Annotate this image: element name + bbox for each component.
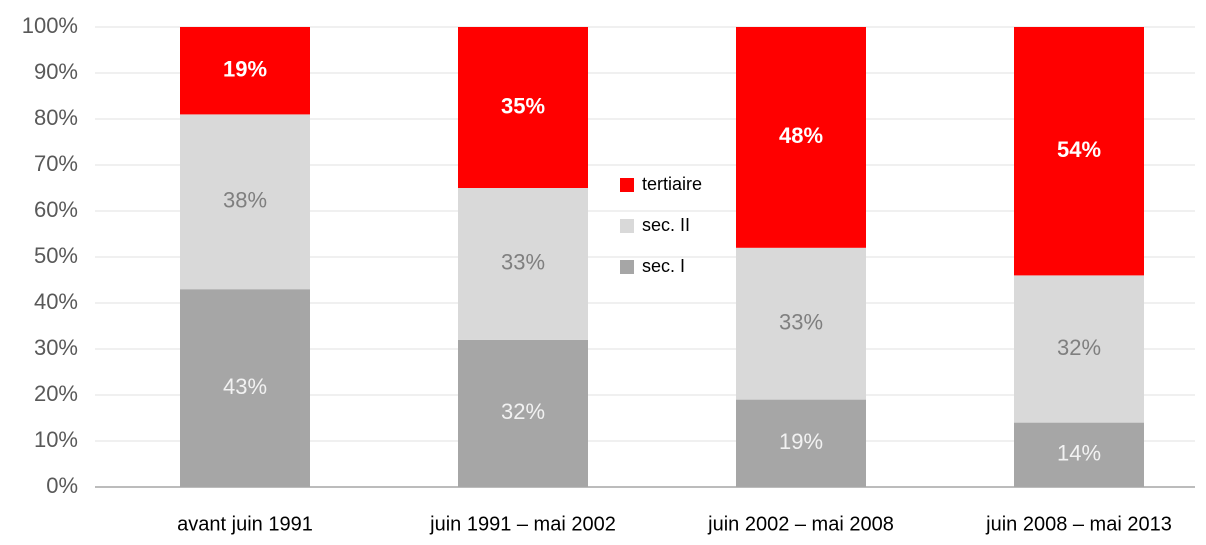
- legend-label: tertiaire: [642, 174, 702, 194]
- x-tick-label: juin 2002 – mai 2008: [707, 513, 894, 535]
- bar-segment: [1014, 422, 1144, 487]
- y-tick-label: 30%: [34, 335, 78, 360]
- bar-segment: [1014, 275, 1144, 423]
- x-tick-label: avant juin 1991: [177, 513, 313, 535]
- value-label: 48%: [779, 123, 823, 148]
- y-tick-label: 0%: [46, 473, 78, 498]
- value-label: 19%: [779, 429, 823, 454]
- value-label: 35%: [501, 93, 545, 118]
- y-tick-label: 70%: [34, 151, 78, 176]
- value-label: 32%: [1057, 335, 1101, 360]
- bar-segment: [180, 27, 310, 115]
- y-tick-label: 100%: [22, 13, 78, 38]
- value-label: 33%: [501, 250, 545, 275]
- bar-segment: [1014, 27, 1144, 276]
- y-tick-label: 40%: [34, 289, 78, 314]
- value-label: 38%: [223, 188, 267, 213]
- bar-segment: [458, 188, 588, 340]
- y-tick-label: 90%: [34, 59, 78, 84]
- y-tick-label: 60%: [34, 197, 78, 222]
- bar-segment: [180, 289, 310, 487]
- legend-swatch: [620, 260, 634, 274]
- legend-label: sec. I: [642, 256, 685, 276]
- value-label: 43%: [223, 374, 267, 399]
- x-tick-label: juin 1991 – mai 2002: [429, 513, 616, 535]
- value-label: 54%: [1057, 137, 1101, 162]
- legend-swatch: [620, 219, 634, 233]
- legend-label: sec. II: [642, 215, 690, 235]
- bar-segment: [736, 27, 866, 248]
- bar-segment: [736, 247, 866, 400]
- value-label: 14%: [1057, 441, 1101, 466]
- value-label: 33%: [779, 310, 823, 335]
- y-tick-label: 50%: [34, 243, 78, 268]
- value-label: 32%: [501, 399, 545, 424]
- y-tick-label: 10%: [34, 427, 78, 452]
- y-tick-label: 80%: [34, 105, 78, 130]
- bar-segment: [458, 27, 588, 188]
- bar-segment: [458, 339, 588, 487]
- y-tick-label: 20%: [34, 381, 78, 406]
- value-label: 19%: [223, 57, 267, 82]
- bar-segment: [736, 399, 866, 487]
- bar-segment: [180, 114, 310, 290]
- x-tick-label: juin 2008 – mai 2013: [985, 513, 1172, 535]
- legend-swatch: [620, 178, 634, 192]
